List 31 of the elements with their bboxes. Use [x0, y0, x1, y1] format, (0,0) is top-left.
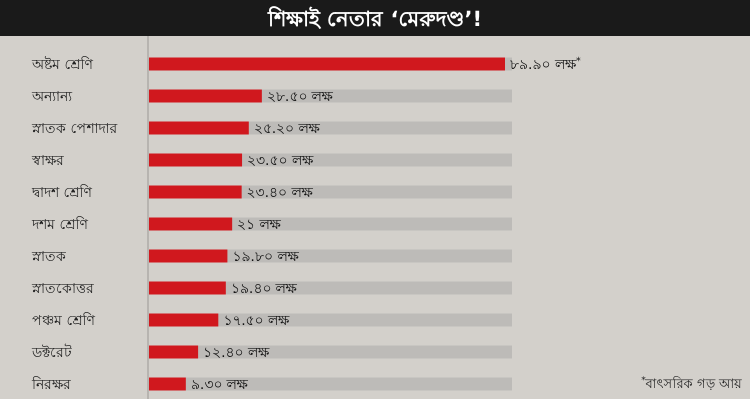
bar — [149, 282, 226, 294]
data-label: ১৯.৮০ লক্ষ — [232, 249, 300, 265]
text: $^{*}$বাৎসরিক গড় আয় — [641, 376, 742, 392]
data-label: ১২.৪০ লক্ষ — [203, 345, 270, 361]
data-label: ২৫.২০ লক্ষ — [254, 121, 321, 137]
bar — [149, 378, 186, 390]
data-label: ২১ লক্ষ — [237, 217, 282, 233]
y-tick-label: স্নাতকোত্তর — [31, 281, 94, 297]
bar — [149, 314, 218, 326]
y-tick-label: নিরক্ষর — [31, 376, 71, 393]
bar — [149, 218, 232, 230]
data-label: ৮৯.৯০ লক্ষ$^{*}$ — [510, 56, 581, 73]
data-label: ৯.৩০ লক্ষ — [190, 377, 249, 393]
y-tick-label: অন্যান্য — [31, 89, 73, 105]
y-tick-label: দশম শ্রেণি — [31, 216, 88, 233]
bar — [149, 346, 198, 358]
data-label: ২৮.৫০ লক্ষ — [266, 89, 334, 105]
y-tick-label: স্বাক্ষর — [31, 153, 64, 169]
chart-title: শিক্ষাই নেতার ‘মেরুদণ্ড’! — [266, 6, 482, 31]
data-label: ১৭.৫০ লক্ষ — [223, 313, 290, 329]
data-label: ২৩.৫০ লক্ষ — [247, 153, 314, 169]
bar — [149, 250, 228, 262]
y-tick-label: অষ্টম শ্রেণি — [31, 56, 94, 73]
y-tick-label: দ্বাদশ শ্রেণি — [31, 184, 92, 201]
y-tick-label: ডক্টরেট — [31, 344, 72, 361]
data-label: ১৯.৪০ লক্ষ — [230, 281, 298, 297]
y-tick-label: পঞ্চম শ্রেণি — [32, 312, 96, 329]
y-tick-label: স্নাতক — [31, 249, 66, 265]
bar — [149, 58, 505, 70]
y-tick-label: স্নাতক পেশাদার — [31, 121, 118, 137]
data-label: ২৩.৪০ লক্ষ — [246, 185, 314, 201]
